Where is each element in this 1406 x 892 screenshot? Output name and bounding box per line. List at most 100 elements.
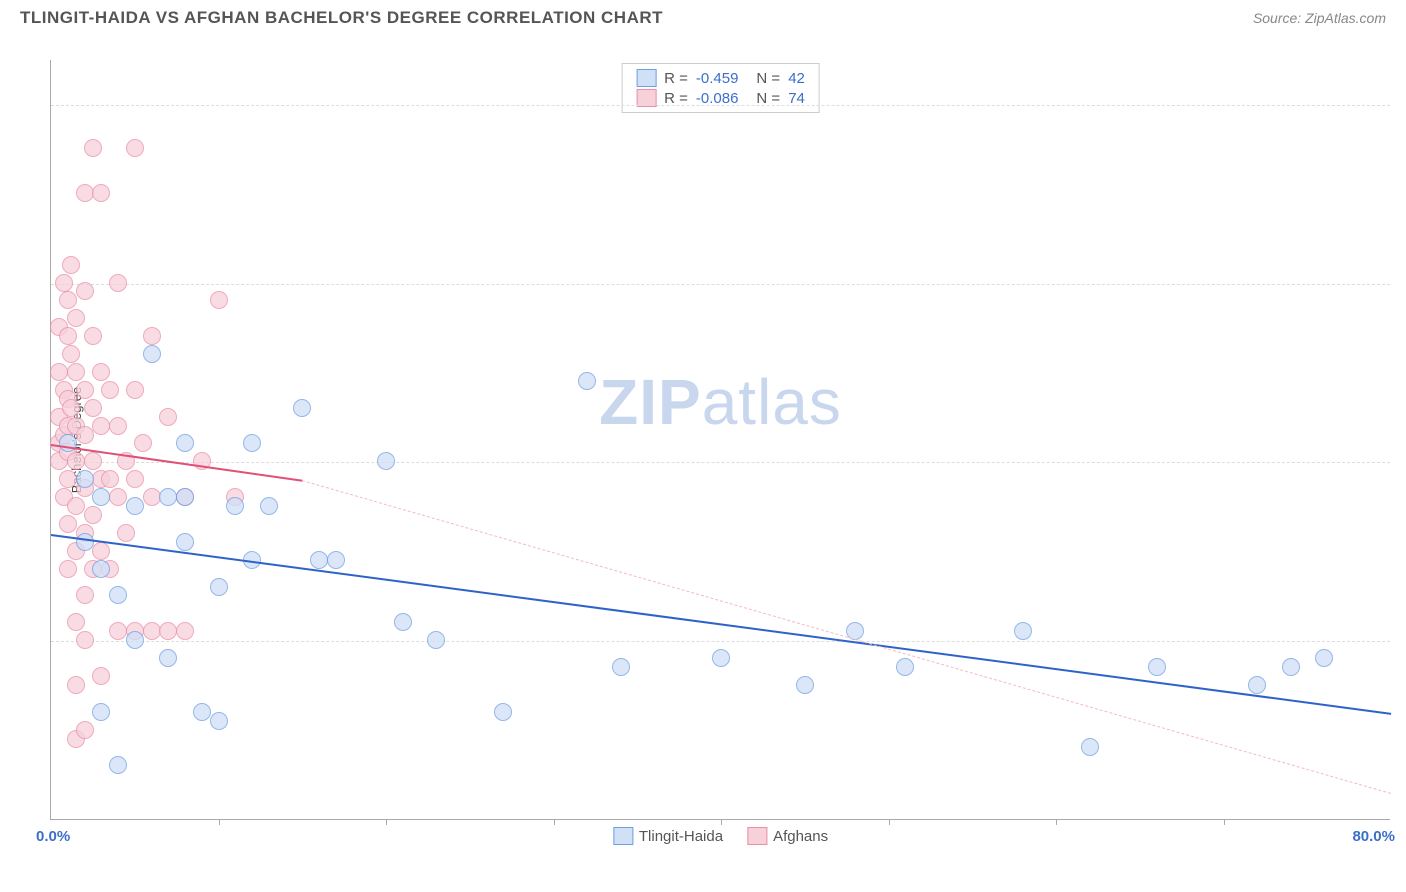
scatter-point bbox=[377, 452, 395, 470]
scatter-point bbox=[1248, 676, 1266, 694]
scatter-point bbox=[1081, 738, 1099, 756]
legend-label: Afghans bbox=[773, 828, 828, 845]
scatter-point bbox=[210, 291, 228, 309]
scatter-point bbox=[126, 497, 144, 515]
x-tick bbox=[1056, 819, 1057, 825]
scatter-point bbox=[84, 139, 102, 157]
scatter-point bbox=[176, 533, 194, 551]
scatter-point bbox=[143, 622, 161, 640]
gridline bbox=[51, 105, 1390, 106]
scatter-point bbox=[796, 676, 814, 694]
scatter-point bbox=[578, 372, 596, 390]
scatter-point bbox=[109, 274, 127, 292]
y-tick-label: 80.0% bbox=[1395, 96, 1406, 113]
scatter-point bbox=[1315, 649, 1333, 667]
scatter-point bbox=[84, 327, 102, 345]
scatter-point bbox=[712, 649, 730, 667]
gridline bbox=[51, 284, 1390, 285]
scatter-point bbox=[76, 470, 94, 488]
scatter-point bbox=[92, 488, 110, 506]
scatter-point bbox=[67, 613, 85, 631]
scatter-point bbox=[92, 703, 110, 721]
scatter-point bbox=[59, 434, 77, 452]
scatter-point bbox=[62, 399, 80, 417]
scatter-point bbox=[76, 184, 94, 202]
gridline bbox=[51, 641, 1390, 642]
x-tick bbox=[721, 819, 722, 825]
scatter-point bbox=[76, 533, 94, 551]
scatter-point bbox=[109, 488, 127, 506]
scatter-point bbox=[76, 631, 94, 649]
x-tick bbox=[1224, 819, 1225, 825]
stats-n-value: 42 bbox=[788, 70, 805, 87]
watermark: ZIPatlas bbox=[599, 365, 842, 439]
legend-swatch bbox=[613, 827, 633, 845]
scatter-point bbox=[176, 488, 194, 506]
x-tick bbox=[386, 819, 387, 825]
scatter-point bbox=[76, 381, 94, 399]
scatter-point bbox=[143, 327, 161, 345]
scatter-point bbox=[76, 426, 94, 444]
legend-swatch bbox=[636, 69, 656, 87]
scatter-point bbox=[84, 506, 102, 524]
scatter-point bbox=[327, 551, 345, 569]
x-axis-max-label: 80.0% bbox=[1352, 828, 1395, 845]
scatter-point bbox=[59, 515, 77, 533]
series-legend: Tlingit-Haida Afghans bbox=[613, 827, 828, 845]
scatter-point bbox=[67, 309, 85, 327]
scatter-point bbox=[896, 658, 914, 676]
trend-line bbox=[51, 534, 1391, 715]
scatter-point bbox=[92, 542, 110, 560]
scatter-point bbox=[59, 470, 77, 488]
scatter-point bbox=[310, 551, 328, 569]
watermark-bold: ZIP bbox=[599, 366, 702, 438]
scatter-point bbox=[210, 712, 228, 730]
stats-r-value: -0.459 bbox=[696, 70, 739, 87]
chart-header: TLINGIT-HAIDA VS AFGHAN BACHELOR'S DEGRE… bbox=[0, 0, 1406, 32]
watermark-light: atlas bbox=[702, 366, 842, 438]
scatter-point bbox=[1014, 622, 1032, 640]
scatter-point bbox=[243, 434, 261, 452]
scatter-point bbox=[67, 452, 85, 470]
scatter-point bbox=[62, 345, 80, 363]
scatter-point bbox=[109, 417, 127, 435]
scatter-point bbox=[92, 417, 110, 435]
scatter-point bbox=[126, 139, 144, 157]
scatter-point bbox=[176, 434, 194, 452]
scatter-point bbox=[50, 363, 68, 381]
scatter-point bbox=[59, 560, 77, 578]
scatter-point bbox=[293, 399, 311, 417]
legend-item: Afghans bbox=[747, 827, 828, 845]
scatter-point bbox=[59, 327, 77, 345]
scatter-point bbox=[109, 756, 127, 774]
scatter-point bbox=[76, 586, 94, 604]
scatter-point bbox=[394, 613, 412, 631]
scatter-point bbox=[76, 282, 94, 300]
scatter-point bbox=[159, 408, 177, 426]
legend-label: Tlingit-Haida bbox=[639, 828, 723, 845]
scatter-point bbox=[67, 497, 85, 515]
scatter-point bbox=[101, 470, 119, 488]
y-tick-label: 40.0% bbox=[1395, 454, 1406, 471]
scatter-point bbox=[494, 703, 512, 721]
scatter-point bbox=[84, 452, 102, 470]
scatter-point bbox=[126, 631, 144, 649]
y-tick-label: 60.0% bbox=[1395, 275, 1406, 292]
scatter-point bbox=[126, 470, 144, 488]
scatter-point bbox=[260, 497, 278, 515]
scatter-point bbox=[109, 622, 127, 640]
scatter-point bbox=[159, 649, 177, 667]
chart-title: TLINGIT-HAIDA VS AFGHAN BACHELOR'S DEGRE… bbox=[20, 8, 663, 28]
scatter-point bbox=[143, 488, 161, 506]
scatter-point bbox=[67, 363, 85, 381]
x-axis-origin-label: 0.0% bbox=[36, 828, 70, 845]
scatter-point bbox=[1148, 658, 1166, 676]
stats-row: R = -0.459N = 42 bbox=[636, 68, 805, 88]
scatter-point bbox=[92, 184, 110, 202]
scatter-point bbox=[84, 399, 102, 417]
stats-n-label: N = bbox=[756, 70, 780, 87]
chart-source: Source: ZipAtlas.com bbox=[1253, 10, 1386, 26]
scatter-point bbox=[159, 488, 177, 506]
x-tick bbox=[554, 819, 555, 825]
y-tick-label: 20.0% bbox=[1395, 633, 1406, 650]
